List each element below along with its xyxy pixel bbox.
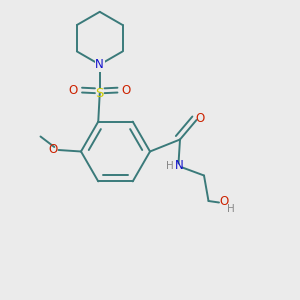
Text: O: O xyxy=(49,142,58,156)
Text: S: S xyxy=(96,87,104,100)
Text: N: N xyxy=(95,58,104,71)
Text: N: N xyxy=(175,159,184,172)
Text: H: H xyxy=(166,161,173,171)
Text: H: H xyxy=(227,204,235,214)
Text: N: N xyxy=(95,58,104,71)
Text: O: O xyxy=(219,195,228,208)
Text: O: O xyxy=(196,112,205,125)
Text: O: O xyxy=(69,84,78,97)
Text: O: O xyxy=(122,84,131,97)
